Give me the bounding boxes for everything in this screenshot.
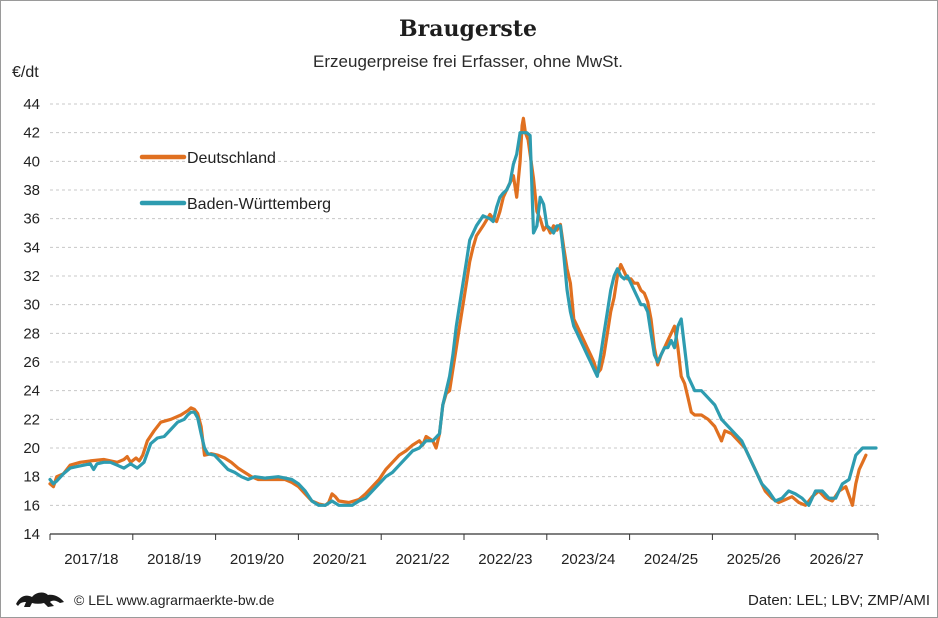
series-line-baden-w-rttemberg-2 — [719, 417, 878, 507]
legend-label: Deutschland — [187, 150, 276, 167]
x-tick-label: 2021/22 — [395, 551, 449, 568]
x-tick-label: 2024/25 — [644, 551, 698, 568]
x-tick-label: 2022/23 — [478, 551, 532, 568]
chart-subtitle: Erzeugerpreise frei Erfasser, ohne MwSt. — [313, 52, 623, 71]
series-line-baden-w-rttemberg — [48, 131, 724, 507]
data-source-text: Daten: LEL; LBV; ZMP/AMI — [747, 592, 930, 609]
legend-label: Baden-Württemberg — [187, 196, 331, 213]
y-tick-label: 44 — [23, 96, 40, 113]
x-tick-label: 2026/27 — [809, 551, 863, 568]
x-axis: 2017/18 2018/19 2019/20 2020/21 2021/22 2022/… — [49, 533, 879, 568]
x-tick-label: 2020/21 — [313, 551, 367, 568]
y-tick-label: 28 — [23, 325, 40, 342]
y-tick-label: 34 — [23, 239, 40, 256]
y-tick-label: 18 — [23, 469, 40, 486]
x-tick-label: 2025/26 — [727, 551, 781, 568]
x-tick-label: 2017/18 — [64, 551, 118, 568]
y-tick-label: 30 — [23, 297, 40, 314]
x-tick-label: 2019/20 — [230, 551, 284, 568]
y-tick-label: 24 — [23, 383, 40, 400]
y-tick-label: 32 — [23, 268, 40, 285]
y-tick-label: 14 — [23, 526, 40, 543]
gridlines — [50, 103, 878, 506]
y-tick-label: 16 — [23, 497, 40, 514]
y-tick-label: 36 — [23, 211, 40, 228]
y-tick-label: 22 — [23, 411, 40, 428]
series-lines — [48, 116, 878, 507]
lion-logo-icon — [16, 592, 64, 607]
y-axis-ticks: 14 16 18 20 22 24 26 28 30 32 34 36 38 40 42 44 — [23, 96, 40, 543]
legend: Deutschland Baden-Württemberg — [139, 150, 331, 213]
y-axis-label: €/dt — [12, 64, 39, 81]
copyright-text: © LEL www.agrarmaerkte-bw.de — [74, 592, 275, 608]
x-tick-label: 2023/24 — [561, 551, 615, 568]
y-tick-label: 26 — [23, 354, 40, 371]
y-tick-label: 20 — [23, 440, 40, 457]
y-tick-label: 38 — [23, 182, 40, 199]
y-tick-label: 40 — [23, 153, 40, 170]
x-tick-label: 2018/19 — [147, 551, 201, 568]
chart-title: Braugerste — [399, 16, 537, 42]
y-tick-label: 42 — [23, 125, 40, 142]
